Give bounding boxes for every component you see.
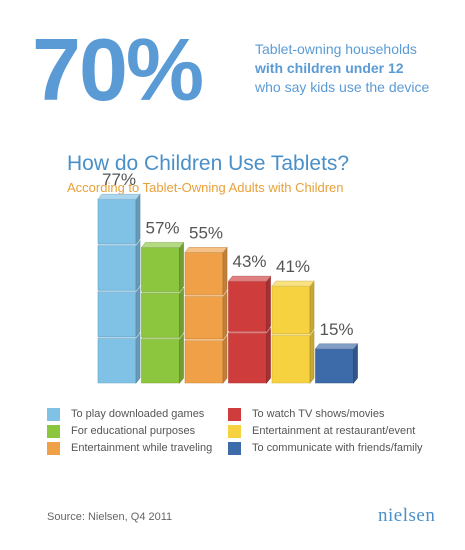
bar-cube-side bbox=[266, 327, 271, 384]
bar-cube-side bbox=[353, 342, 358, 384]
legend-label: Entertainment at restaurant/event bbox=[252, 425, 416, 437]
bar-cube-top bbox=[271, 280, 315, 287]
bar-cube-side bbox=[222, 290, 228, 340]
bar-cube-side bbox=[179, 241, 184, 293]
bar bbox=[314, 342, 359, 384]
bar-cube-front bbox=[97, 291, 137, 337]
legend-swatch bbox=[47, 425, 60, 438]
bar-cube-front bbox=[141, 338, 180, 384]
bar-cube-top bbox=[227, 275, 272, 282]
bar-value-label: 43% bbox=[232, 252, 266, 271]
chart-title: How do Children Use Tablets? bbox=[67, 152, 350, 175]
bar-value-label: 41% bbox=[276, 257, 310, 276]
bar-cube-front bbox=[184, 340, 224, 384]
bar bbox=[140, 241, 185, 384]
hero-description: Tablet-owning households with children u… bbox=[255, 40, 460, 97]
bar-cube-front bbox=[315, 348, 354, 384]
bar-cube-front bbox=[141, 247, 180, 292]
legend-label: For educational purposes bbox=[71, 425, 196, 437]
bar-cube-top bbox=[140, 242, 185, 248]
legend-label: Entertainment while traveling bbox=[71, 442, 213, 454]
nielsen-logo: nielsen bbox=[378, 505, 436, 526]
legend-swatch bbox=[228, 442, 241, 455]
bar bbox=[271, 280, 315, 384]
chart-subtitle: According to Tablet-Owning Adults with C… bbox=[67, 180, 344, 195]
bar-cube-front bbox=[97, 245, 137, 291]
bar-cube-side bbox=[135, 286, 141, 338]
bar-value-label: 15% bbox=[319, 320, 353, 339]
bar-value-label: 57% bbox=[145, 218, 179, 237]
hero-percent: 70% bbox=[32, 20, 204, 119]
bar bbox=[97, 193, 141, 384]
bar-cube-side bbox=[266, 275, 271, 332]
bar-value-label: 55% bbox=[189, 223, 223, 242]
bar-cube-front bbox=[271, 335, 311, 384]
legend-swatch bbox=[228, 425, 241, 438]
bar-cube-side bbox=[135, 239, 141, 291]
bar-cube-front bbox=[184, 251, 224, 295]
bar-cube-top bbox=[184, 246, 228, 253]
legend-swatch bbox=[47, 442, 60, 455]
bar bbox=[184, 246, 228, 384]
bar-cube-side bbox=[135, 332, 141, 384]
bar-cube-side bbox=[309, 329, 315, 384]
hero-line-1: Tablet-owning households bbox=[255, 41, 417, 57]
bar-cube-top bbox=[97, 193, 141, 200]
bar-cube-side bbox=[309, 280, 315, 335]
bar-cube-side bbox=[222, 334, 228, 384]
bar-cube-side bbox=[135, 193, 141, 245]
bar-cube-side bbox=[179, 333, 184, 384]
hero-line-3: who say kids use the device bbox=[255, 79, 430, 95]
legend-swatch bbox=[47, 408, 60, 421]
legend-label: To watch TV shows/movies bbox=[252, 408, 385, 420]
bar-cube-front bbox=[228, 332, 267, 384]
bar-cube-top bbox=[314, 343, 359, 350]
legend-label: To communicate with friends/family bbox=[252, 442, 423, 454]
bar-cube-side bbox=[222, 246, 228, 296]
bar-cube-front bbox=[97, 338, 137, 384]
bar-cube-front bbox=[141, 292, 180, 338]
bar-value-label: 77% bbox=[102, 170, 136, 189]
bar bbox=[227, 275, 272, 384]
bar-cube-front bbox=[184, 296, 224, 340]
bar-cube-front bbox=[97, 198, 137, 244]
bar-cube-side bbox=[179, 287, 184, 339]
legend-swatch bbox=[228, 408, 241, 421]
source-note: Source: Nielsen, Q4 2011 bbox=[47, 511, 173, 523]
legend-label: To play downloaded games bbox=[71, 408, 205, 420]
hero-line-2: with children under 12 bbox=[255, 60, 404, 76]
bar-cube-front bbox=[271, 285, 311, 334]
bar-cube-front bbox=[228, 280, 267, 332]
